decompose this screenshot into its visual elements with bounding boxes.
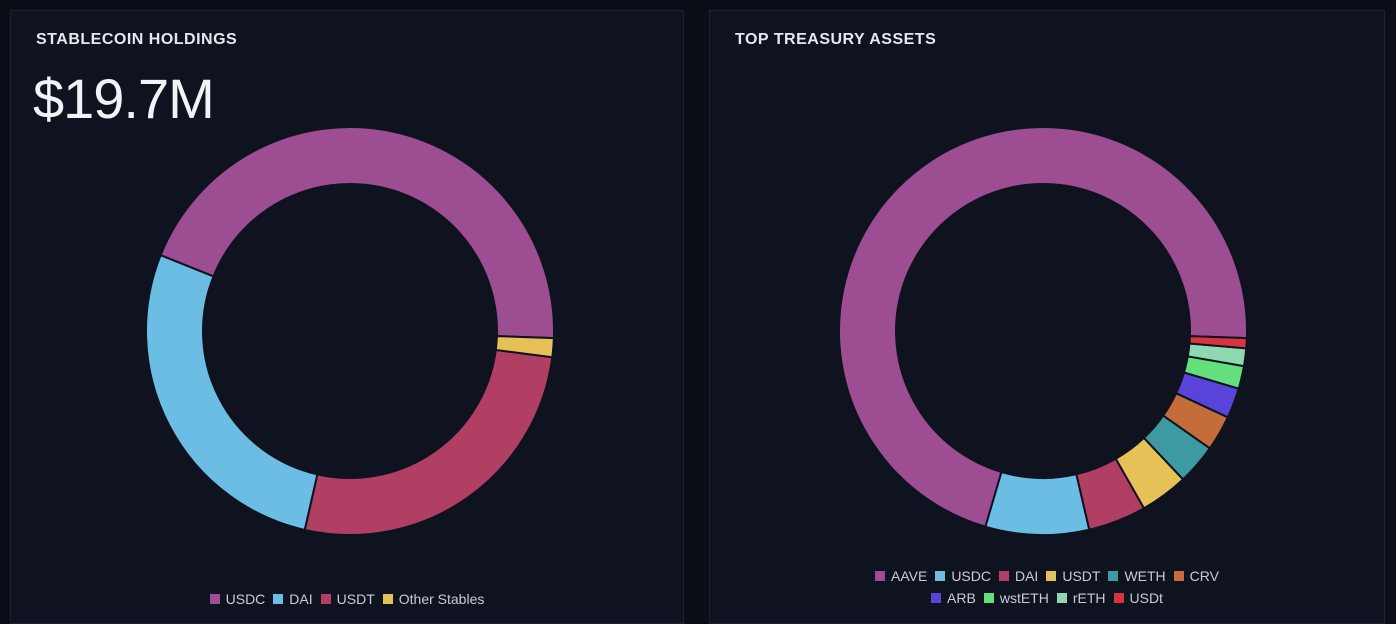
treasury-slice-dai[interactable] — [1075, 457, 1146, 531]
stablecoin-slice-usdc[interactable] — [159, 126, 555, 340]
stablecoin-legend: USDC DAI USDT Other Stables — [11, 591, 683, 607]
stablecoin-donut-chart — [145, 126, 555, 536]
treasury-assets-panel: TOP TREASURY ASSETS AAVE USDC DAI USDT WETH C… — [709, 10, 1385, 624]
legend-swatch — [209, 594, 220, 604]
legend-item-arb[interactable]: ARB — [931, 590, 976, 606]
legend-label: DAI — [289, 591, 313, 607]
stablecoin-holdings-panel: STABLECOIN HOLDINGS $19.7M USDC DAI USDT Ot… — [10, 10, 684, 624]
treasury-slice-crv[interactable] — [1161, 391, 1230, 450]
legend-label: ARB — [947, 590, 976, 606]
legend-label: USDT — [1062, 568, 1101, 584]
legend-item-usdc[interactable]: USDC — [209, 591, 266, 607]
legend-item-weth[interactable]: WETH — [1108, 568, 1166, 584]
legend-item-usdt[interactable]: USDT — [1046, 568, 1100, 584]
legend-item-dai[interactable]: DAI — [998, 568, 1039, 584]
treasury-slice-weth[interactable] — [1142, 414, 1212, 481]
legend-label: DAI — [1014, 568, 1039, 584]
stablecoin-total-value: $19.7M — [33, 67, 215, 130]
treasury-slice-usdc[interactable] — [984, 470, 1091, 536]
legend-swatch — [875, 571, 885, 581]
legend-label: Other Stables — [398, 591, 485, 607]
legend-item-dai[interactable]: DAI — [273, 591, 313, 607]
treasury-donut-chart — [838, 126, 1248, 536]
legend-swatch — [1056, 593, 1067, 603]
legend-swatch — [1113, 593, 1124, 603]
legend-item-wsteth[interactable]: wstETH — [983, 590, 1049, 606]
legend-label: rETH — [1072, 590, 1106, 606]
stablecoin-slice-other-stables[interactable] — [494, 335, 555, 359]
legend-item-aave[interactable]: AAVE — [875, 568, 927, 584]
legend-swatch — [382, 594, 393, 604]
legend-label: wstETH — [999, 590, 1049, 606]
legend-item-usdc[interactable]: USDC — [935, 568, 991, 584]
treasury-slice-arb[interactable] — [1174, 371, 1240, 419]
treasury-slice-usdt[interactable] — [1114, 436, 1185, 510]
legend-item-other-stables[interactable]: Other Stables — [382, 591, 485, 607]
treasury-slice-usdt[interactable] — [1188, 335, 1248, 350]
legend-swatch — [273, 594, 284, 604]
legend-item-crv[interactable]: CRV — [1173, 568, 1219, 584]
legend-item-usdt[interactable]: USDT — [320, 591, 375, 607]
legend-label: USDC — [951, 568, 991, 584]
legend-label: USDT — [336, 591, 375, 607]
legend-swatch — [1108, 571, 1119, 581]
panel-title: STABLECOIN HOLDINGS — [36, 31, 238, 48]
stablecoin-slice-dai[interactable] — [145, 253, 319, 532]
treasury-legend: AAVE USDC DAI USDT WETH CRV ARB wstETH rETH USDt — [710, 568, 1384, 606]
legend-swatch — [931, 593, 942, 603]
legend-item-usdt[interactable]: USDt — [1113, 590, 1163, 606]
legend-label: AAVE — [891, 568, 928, 584]
legend-swatch — [1173, 571, 1184, 581]
treasury-slice-reth[interactable] — [1186, 342, 1248, 368]
treasury-slice-aave[interactable] — [838, 126, 1248, 528]
legend-label: CRV — [1189, 568, 1219, 584]
legend-label: WETH — [1124, 568, 1166, 584]
legend-swatch — [998, 571, 1009, 581]
legend-label: USDt — [1129, 590, 1163, 606]
legend-swatch — [320, 594, 331, 604]
legend-swatch — [935, 571, 946, 581]
legend-swatch — [983, 593, 994, 603]
legend-item-reth[interactable]: rETH — [1056, 590, 1106, 606]
legend-swatch — [1046, 571, 1057, 581]
panel-title: TOP TREASURY ASSETS — [735, 31, 937, 48]
stablecoin-slice-usdt[interactable] — [303, 348, 554, 536]
legend-label: USDC — [225, 591, 266, 607]
